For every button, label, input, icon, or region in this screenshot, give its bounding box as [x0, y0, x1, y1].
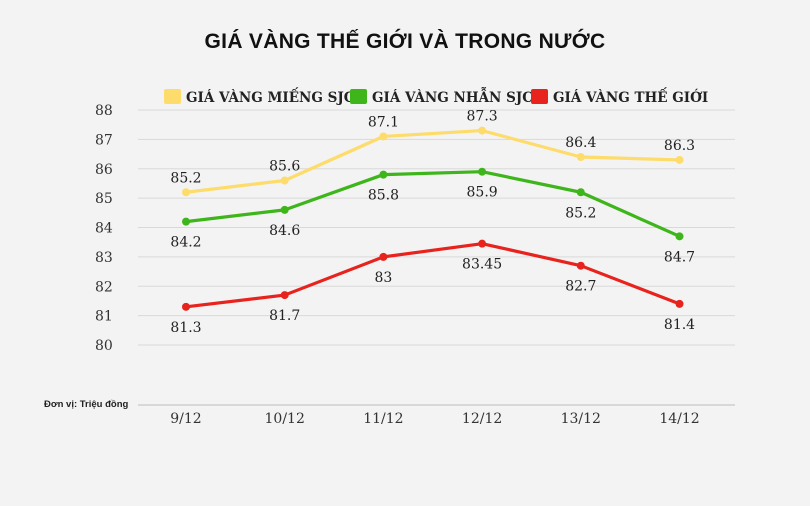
data-point	[182, 217, 190, 226]
unit-label: Đơn vị: Triệu đồng	[44, 399, 129, 410]
data-label: 82.7	[565, 279, 596, 295]
data-point	[379, 170, 388, 179]
data-label: 84.2	[170, 235, 201, 251]
grid	[138, 109, 735, 346]
y-tick-label: 85	[95, 191, 113, 207]
data-label: 85.2	[170, 170, 201, 186]
data-point	[379, 252, 388, 261]
legend: GIÁ VÀNG MIẾNG SJC GIÁ VÀNG NHẪN SJC GIÁ V…	[164, 88, 708, 106]
x-tick-label: 13/12	[561, 411, 601, 427]
data-label: 86.4	[565, 135, 596, 151]
data-label: 81.3	[170, 320, 201, 336]
data-label: 85.9	[467, 185, 498, 201]
y-tick-label: 84	[95, 221, 113, 237]
legend-label: GIÁ VÀNG MIẾNG SJC	[186, 88, 355, 106]
data-labels: 85.2 85.6 87.1 87.3 86.4 86.3 84.2 84.6 85.8 85.9…	[170, 109, 695, 336]
data-point	[478, 167, 487, 176]
x-tick-label: 9/12	[170, 411, 201, 427]
data-point	[182, 302, 190, 311]
y-tick-label: 82	[95, 279, 113, 295]
data-label: 83	[374, 270, 392, 286]
data-label: 87.3	[467, 109, 498, 125]
legend-label: GIÁ VÀNG THẾ GIỚI	[553, 88, 708, 106]
data-label: 85.8	[368, 188, 399, 204]
legend-swatch	[350, 89, 367, 104]
series-group	[182, 126, 684, 311]
data-point	[478, 126, 487, 135]
x-tick-label: 14/12	[659, 411, 699, 427]
y-tick-label: 88	[95, 103, 113, 119]
legend-swatch	[164, 89, 181, 104]
data-label: 84.7	[664, 249, 695, 265]
data-point	[576, 153, 585, 161]
x-tick-label: 10/12	[265, 411, 305, 427]
data-point	[478, 239, 487, 248]
data-label: 87.1	[368, 114, 399, 130]
data-point	[280, 176, 289, 185]
data-point	[675, 299, 684, 308]
y-tick-label: 83	[95, 250, 113, 266]
series-line	[184, 128, 682, 194]
data-label: 84.6	[269, 223, 300, 239]
data-point	[576, 188, 585, 197]
legend-swatch	[531, 89, 548, 104]
data-point	[182, 188, 190, 197]
data-label: 85.2	[565, 205, 596, 221]
series-line	[184, 242, 682, 309]
series-line	[184, 170, 682, 238]
data-point	[675, 232, 684, 241]
y-tick-label: 81	[95, 309, 113, 325]
data-label: 81.7	[269, 308, 300, 324]
x-tick-label: 11/12	[363, 411, 403, 427]
x-tick-label: 12/12	[462, 411, 502, 427]
data-point	[280, 205, 289, 214]
data-label: 81.4	[664, 317, 695, 333]
y-tick-label: 86	[95, 162, 113, 178]
data-label: 86.3	[664, 138, 695, 154]
data-label: 85.6	[269, 159, 300, 175]
data-point	[675, 155, 684, 164]
data-point	[379, 132, 388, 141]
y-tick-label: 80	[95, 338, 113, 354]
y-tick-label: 87	[95, 132, 113, 148]
chart-title: GIÁ VÀNG THẾ GIỚI VÀ TRONG NƯỚC	[204, 30, 606, 53]
axes: 80 81 82 83 84 85 86 87 88 9/12 10/12 11/12 12/12 13/…	[95, 103, 735, 427]
data-label: 83.45	[462, 257, 502, 273]
data-point	[576, 261, 585, 270]
data-point	[280, 291, 289, 300]
legend-label: GIÁ VÀNG NHẪN SJC	[372, 88, 533, 106]
